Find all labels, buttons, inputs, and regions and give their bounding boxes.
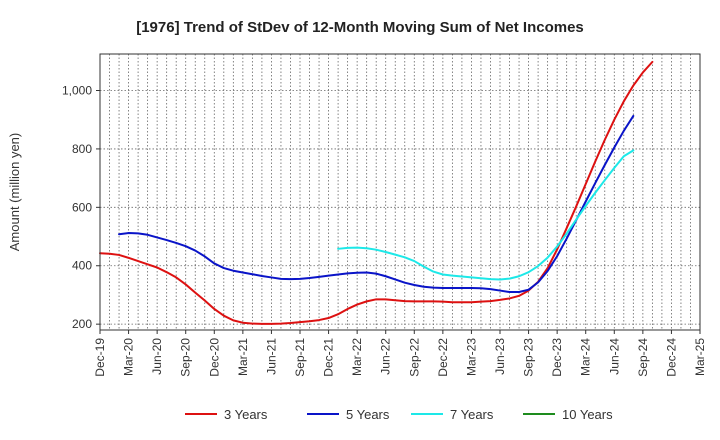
- series-line-7-years: [337, 149, 635, 281]
- x-tick-label: Dec-22: [436, 338, 450, 377]
- x-tick-label: Jun-20: [150, 338, 164, 375]
- x-tick-label: Sep-21: [293, 338, 307, 377]
- x-tick-label: Sep-23: [522, 338, 536, 377]
- legend-label-7-years: 7 Years: [450, 407, 494, 422]
- x-tick-label: Sep-24: [636, 338, 650, 377]
- x-tick-label: Mar-25: [693, 338, 707, 376]
- x-tick-label: Mar-20: [122, 338, 136, 376]
- x-tick-label: Dec-24: [664, 338, 678, 377]
- y-tick-label: 800: [72, 142, 92, 156]
- grid: [99, 54, 701, 330]
- chart-title: [1976] Trend of StDev of 12-Month Moving…: [136, 19, 584, 36]
- x-tick-label: Dec-23: [550, 338, 564, 377]
- x-tick-label: Mar-22: [350, 338, 364, 376]
- x-tick-label: Sep-20: [179, 338, 193, 377]
- plot-area: [99, 53, 701, 331]
- legend-label-3-years: 3 Years: [224, 407, 268, 422]
- x-tick-label: Dec-19: [93, 338, 107, 377]
- series-line-5-years: [118, 114, 635, 294]
- legend-label-5-years: 5 Years: [346, 407, 390, 422]
- y-axis-ticks: 200 400 600 800 1,000: [62, 84, 100, 331]
- series-line-3-years: [99, 60, 654, 325]
- x-tick-label: Jun-24: [607, 338, 621, 375]
- legend-label-10-years: 10 Years: [562, 407, 613, 422]
- x-tick-label: Dec-21: [322, 338, 336, 377]
- x-tick-label: Mar-23: [464, 338, 478, 376]
- x-tick-label: Sep-22: [407, 338, 421, 377]
- legend: 3 Years 5 Years 7 Years 10 Years: [185, 407, 613, 422]
- y-tick-label: 1,000: [62, 84, 92, 98]
- x-tick-label: Dec-20: [207, 338, 221, 377]
- y-tick-label: 600: [72, 200, 92, 214]
- y-axis-label: Amount (million yen): [7, 133, 22, 252]
- x-axis-ticks: Dec-19 Mar-20 Jun-20 Sep-20 Dec-20 Mar-21 Jun-…: [93, 330, 707, 377]
- x-tick-label: Mar-24: [579, 338, 593, 376]
- x-tick-label: Jun-22: [379, 338, 393, 375]
- series-lines: [99, 60, 654, 325]
- x-tick-label: Mar-21: [236, 338, 250, 376]
- y-tick-label: 200: [72, 317, 92, 331]
- x-tick-label: Jun-21: [264, 338, 278, 375]
- y-tick-label: 400: [72, 259, 92, 273]
- x-tick-label: Jun-23: [493, 338, 507, 375]
